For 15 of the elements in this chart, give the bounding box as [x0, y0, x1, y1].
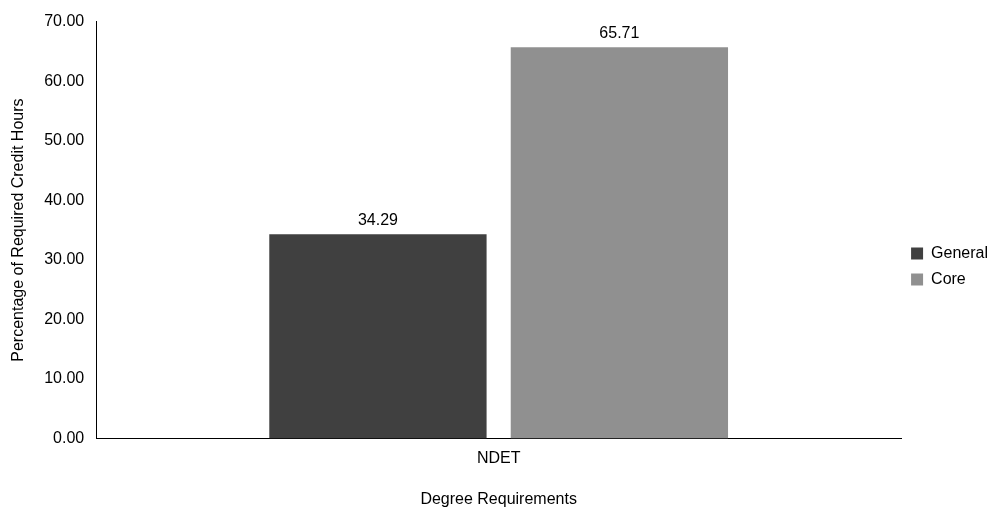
y-tick-label: 40.00 — [44, 190, 85, 208]
y-tick-label: 30.00 — [44, 250, 85, 268]
data-label: 65.71 — [599, 23, 640, 41]
data-label: 34.29 — [357, 210, 399, 228]
y-tick-label: 20.00 — [44, 309, 85, 327]
y-tick-label: 60.00 — [44, 71, 85, 89]
y-tick-label: 50.00 — [44, 131, 85, 149]
y-axis-title: Percentage of Required Credit Hours — [9, 98, 27, 362]
legend-label: General — [931, 243, 988, 261]
x-axis-title: Degree Requirements — [420, 489, 577, 507]
x-tick-label: NDET — [476, 448, 521, 466]
y-tick-label: 0.00 — [53, 429, 85, 447]
y-tick-label: 10.00 — [44, 369, 85, 387]
legend-label: Core — [931, 269, 966, 287]
y-tick-label: 70.00 — [44, 12, 85, 30]
